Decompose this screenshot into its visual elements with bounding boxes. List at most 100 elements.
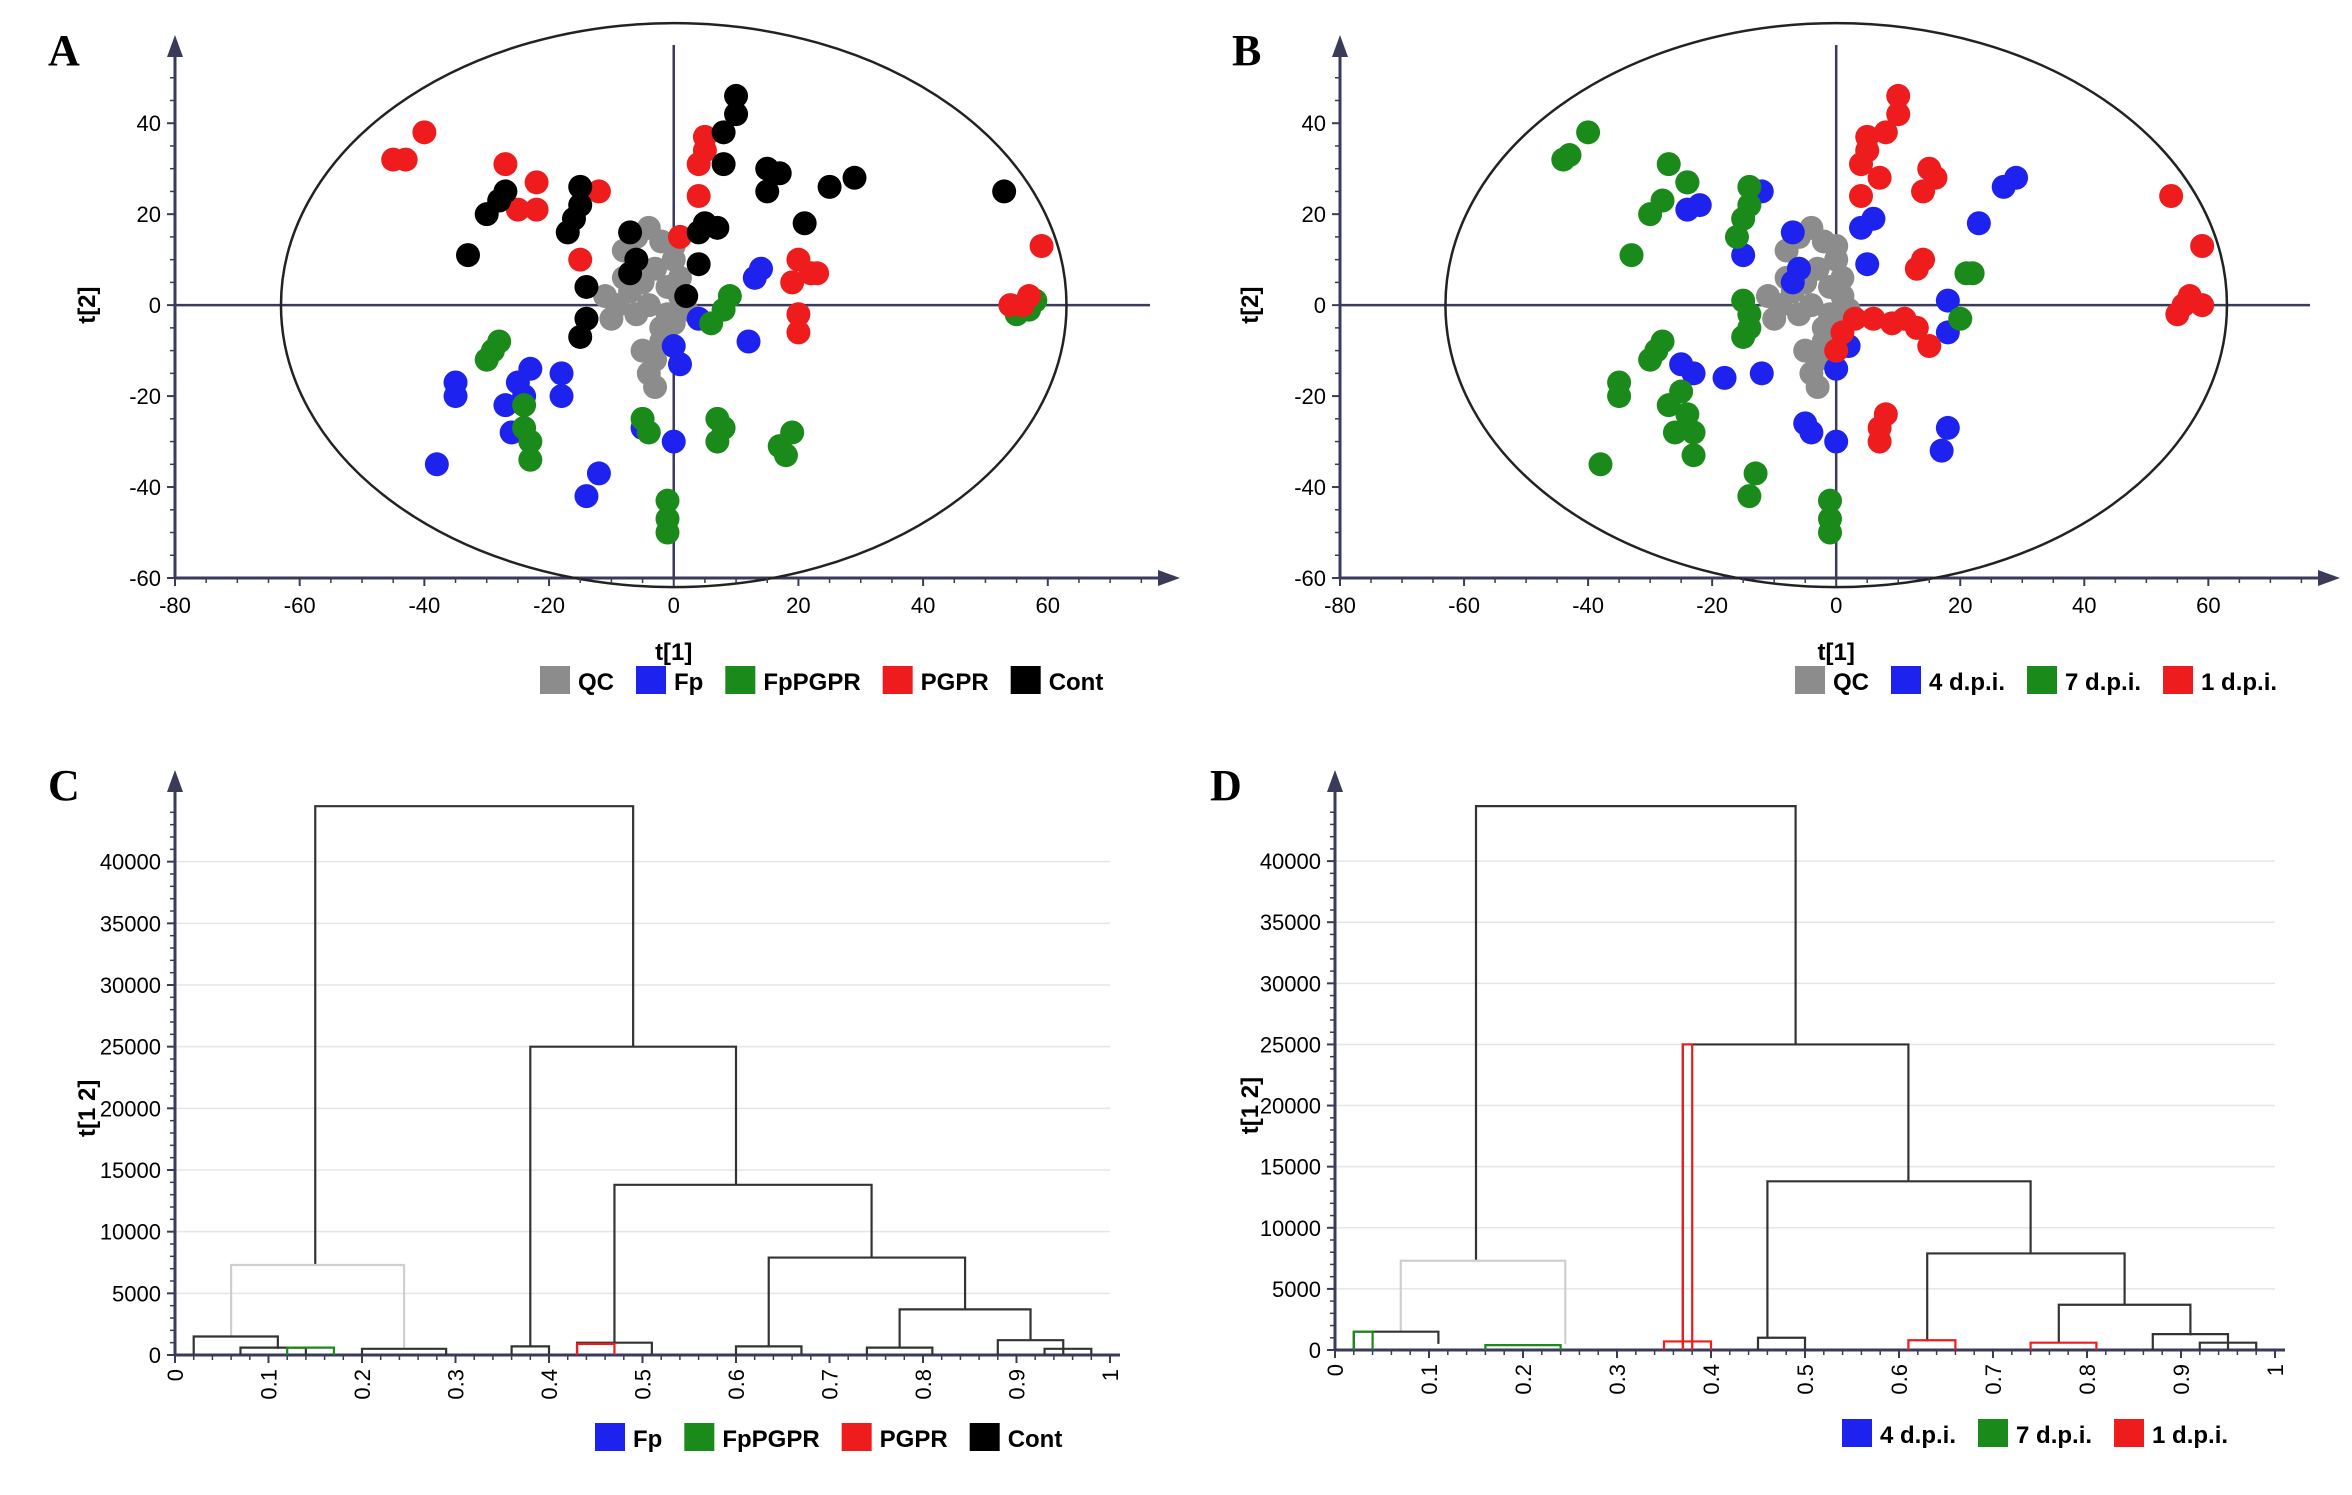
x-axis-label: t[1] bbox=[655, 639, 692, 666]
data-point bbox=[1681, 420, 1706, 445]
y-tick-label: 20000 bbox=[100, 1096, 161, 1121]
data-point bbox=[1842, 306, 1867, 331]
data-point bbox=[1861, 206, 1886, 231]
data-point bbox=[586, 461, 611, 486]
data-point bbox=[705, 215, 730, 240]
y-tick-label: -20 bbox=[129, 384, 161, 409]
data-point bbox=[1849, 183, 1874, 208]
y-tick-label: 35000 bbox=[1260, 910, 1321, 935]
x-tick-label: 1 bbox=[2263, 1364, 2288, 1376]
series-cont bbox=[456, 83, 1017, 349]
data-point bbox=[424, 452, 449, 477]
dendrogram-link bbox=[1926, 1252, 2126, 1342]
legend-swatch bbox=[882, 666, 913, 694]
data-point bbox=[649, 315, 674, 340]
data-point bbox=[655, 520, 680, 545]
data-point bbox=[586, 179, 611, 204]
x-tick-label: 0.6 bbox=[724, 1369, 749, 1400]
x-tick-label: 0.5 bbox=[631, 1369, 656, 1400]
data-point bbox=[493, 152, 518, 177]
data-point bbox=[667, 224, 692, 249]
data-point bbox=[593, 284, 618, 309]
x-tick-label: 0.3 bbox=[444, 1369, 469, 1400]
data-point bbox=[686, 183, 711, 208]
data-point bbox=[493, 393, 518, 418]
legend-swatch bbox=[1010, 666, 1041, 694]
data-point bbox=[1855, 124, 1880, 149]
data-point bbox=[792, 211, 817, 236]
data-point bbox=[1669, 379, 1694, 404]
legend-swatch bbox=[2114, 1419, 2145, 1447]
dendrogram-link bbox=[1352, 1330, 1374, 1350]
y-tick-label: 0 bbox=[149, 1343, 161, 1368]
data-point bbox=[518, 447, 543, 472]
data-point bbox=[1948, 306, 1973, 331]
series-fp bbox=[424, 256, 774, 509]
dendrogram-link bbox=[1907, 1339, 1957, 1350]
legend-label: PGPR bbox=[921, 669, 989, 696]
data-point bbox=[518, 429, 543, 454]
data-point bbox=[724, 83, 749, 108]
legend-label: Fp bbox=[674, 669, 703, 696]
data-point bbox=[1669, 352, 1694, 377]
data-point bbox=[2159, 183, 2184, 208]
data-point bbox=[755, 179, 780, 204]
panel-d: D 0 5000 10000 15000 20000 25000 30000 35000 4000… bbox=[1210, 761, 2288, 1449]
data-point bbox=[667, 352, 692, 377]
data-point bbox=[636, 420, 661, 445]
data-point bbox=[618, 220, 643, 245]
y-tick-label: -40 bbox=[129, 475, 161, 500]
dendrogram-link bbox=[1352, 1330, 1440, 1350]
data-point bbox=[518, 356, 543, 381]
x-tick-label: -60 bbox=[284, 593, 316, 618]
data-point bbox=[1737, 174, 1762, 199]
data-point bbox=[599, 306, 624, 331]
data-point bbox=[1588, 452, 1613, 477]
dendrogram-link bbox=[1766, 1180, 2032, 1338]
dendrogram-link bbox=[575, 1342, 616, 1355]
x-tick-label: 40 bbox=[911, 593, 935, 618]
data-point bbox=[568, 174, 593, 199]
x-tick-label: 0 bbox=[1323, 1364, 1348, 1376]
data-point bbox=[1799, 293, 1824, 318]
y-tick-label: 25000 bbox=[100, 1035, 161, 1060]
x-tick-label: 60 bbox=[2196, 593, 2220, 618]
data-point bbox=[1557, 143, 1582, 168]
legend-swatch bbox=[636, 666, 666, 694]
y-tick-label: 30000 bbox=[1260, 971, 1321, 996]
x-tick-label: 0.5 bbox=[1793, 1364, 1818, 1395]
x-tick-label: 0 bbox=[668, 593, 680, 618]
y-tick-label: 35000 bbox=[100, 911, 161, 936]
dendrogram-link bbox=[996, 1339, 1065, 1355]
x-tick-label: 0.3 bbox=[1605, 1364, 1630, 1395]
y-tick-label: 40000 bbox=[100, 850, 161, 875]
x-tick-label: 40 bbox=[2072, 593, 2096, 618]
data-point bbox=[1743, 461, 1768, 486]
x-tick-label: 20 bbox=[1948, 593, 1972, 618]
data-point bbox=[1960, 261, 1985, 286]
series-fppgpr bbox=[474, 284, 1048, 545]
legend-swatch bbox=[1842, 1419, 1872, 1447]
data-point bbox=[2190, 234, 2215, 259]
dendrogram-link bbox=[734, 1345, 803, 1355]
data-point bbox=[1818, 488, 1842, 513]
dendrogram-link bbox=[1662, 1340, 1713, 1350]
x-tick-label: 0.2 bbox=[1511, 1364, 1536, 1395]
data-point bbox=[1712, 365, 1737, 390]
y-axis-arrow bbox=[1332, 35, 1348, 57]
x-tick-label: 0.7 bbox=[818, 1369, 843, 1400]
x-tick-label: 0.8 bbox=[2075, 1364, 2100, 1395]
y-axis-label: t[1 2] bbox=[1237, 1077, 1264, 1134]
legend-label: Fp bbox=[633, 1426, 662, 1453]
y-tick-label: 5000 bbox=[1272, 1277, 1321, 1302]
data-point bbox=[1650, 329, 1675, 354]
series-1-d-p-i- bbox=[1824, 83, 2215, 454]
legend-swatch bbox=[725, 666, 756, 694]
y-tick-label: 5000 bbox=[112, 1281, 161, 1306]
x-tick-label: 0.2 bbox=[350, 1369, 375, 1400]
panel-a: A-80 -60 -40 -20 0 20 40 60-60-40-2002040t[1]t[… bbox=[48, 21, 1180, 696]
x-tick-label: 0.6 bbox=[1887, 1364, 1912, 1395]
x-tick-label: -60 bbox=[1448, 593, 1480, 618]
y-tick-label: 40 bbox=[137, 111, 161, 136]
data-point bbox=[1681, 443, 1706, 468]
